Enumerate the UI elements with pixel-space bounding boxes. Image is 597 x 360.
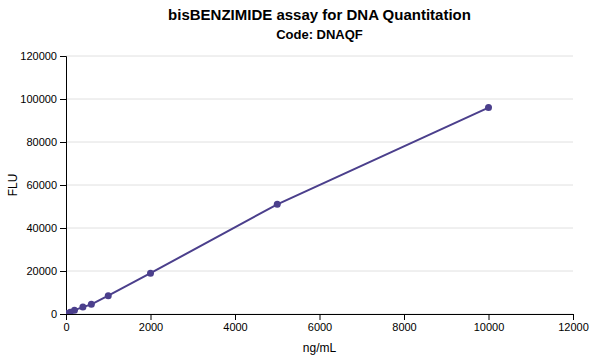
tick: 120000 bbox=[20, 50, 66, 62]
grid bbox=[66, 56, 573, 314]
x-axis-label: ng/mL bbox=[303, 341, 337, 355]
tick-label: 100000 bbox=[20, 93, 57, 105]
tick-label: 4000 bbox=[223, 321, 247, 333]
tick-label: 0 bbox=[51, 308, 57, 320]
point bbox=[88, 301, 95, 308]
point bbox=[274, 201, 281, 208]
tick: 10000 bbox=[474, 314, 505, 333]
tick-mark bbox=[235, 314, 236, 320]
point bbox=[105, 292, 112, 299]
line bbox=[66, 108, 489, 314]
tick-mark bbox=[489, 314, 490, 320]
series bbox=[66, 104, 492, 314]
tick-label: 10000 bbox=[474, 321, 505, 333]
tick-label: 2000 bbox=[139, 321, 163, 333]
tick-label: 120000 bbox=[20, 50, 57, 62]
y-axis: 0 20000 40000 60000 80000 100000 120000 bbox=[20, 50, 66, 320]
tick-mark bbox=[60, 185, 66, 186]
point bbox=[79, 304, 86, 311]
tick: 40000 bbox=[26, 222, 66, 234]
tick: 80000 bbox=[26, 136, 66, 148]
tick-mark bbox=[60, 142, 66, 143]
chart: 0200040006000800010000120000200004000060… bbox=[0, 0, 597, 360]
grid-line bbox=[66, 99, 573, 100]
tick-label: 0 bbox=[63, 321, 69, 333]
plot-area: 0200040006000800010000120000200004000060… bbox=[20, 50, 589, 333]
tick: 60000 bbox=[26, 179, 66, 191]
grid-line bbox=[66, 142, 573, 143]
grid-line bbox=[66, 271, 573, 272]
tick: 100000 bbox=[20, 93, 66, 105]
tick-label: 80000 bbox=[26, 136, 57, 148]
tick-label: 8000 bbox=[392, 321, 416, 333]
axis-line bbox=[67, 315, 574, 321]
tick-mark bbox=[60, 314, 66, 315]
grid-line bbox=[66, 228, 573, 229]
tick-mark bbox=[573, 314, 574, 320]
tick-mark bbox=[60, 228, 66, 229]
point bbox=[485, 104, 492, 111]
subtitle: Code: DNAQF bbox=[276, 27, 363, 42]
tick: 20000 bbox=[26, 265, 66, 277]
tick-label: 6000 bbox=[308, 321, 332, 333]
tick-mark bbox=[151, 314, 152, 320]
tick-mark bbox=[60, 99, 66, 100]
tick: 12000 bbox=[558, 314, 589, 333]
tick-label: 60000 bbox=[26, 179, 57, 191]
tick-mark bbox=[60, 271, 66, 272]
tick-mark bbox=[404, 314, 405, 320]
point bbox=[71, 307, 78, 314]
tick-mark bbox=[320, 314, 321, 320]
tick: 8000 bbox=[392, 314, 416, 333]
point bbox=[147, 270, 154, 277]
tick: 0 bbox=[63, 314, 69, 333]
tick-label: 20000 bbox=[26, 265, 57, 277]
y-axis-label: FLU bbox=[6, 174, 20, 197]
tick-label: 40000 bbox=[26, 222, 57, 234]
grid-line bbox=[66, 56, 573, 57]
x-axis: 0 2000 4000 6000 8000 10000 12000 bbox=[63, 314, 588, 333]
axis-line bbox=[60, 57, 67, 315]
tick-label: 12000 bbox=[558, 321, 589, 333]
tick-mark bbox=[60, 56, 66, 57]
title: bisBENZIMIDE assay for DNA Quantitation bbox=[168, 6, 471, 23]
tick: 4000 bbox=[223, 314, 247, 333]
tick: 6000 bbox=[308, 314, 332, 333]
tick: 0 bbox=[51, 308, 66, 320]
tick: 2000 bbox=[139, 314, 163, 333]
